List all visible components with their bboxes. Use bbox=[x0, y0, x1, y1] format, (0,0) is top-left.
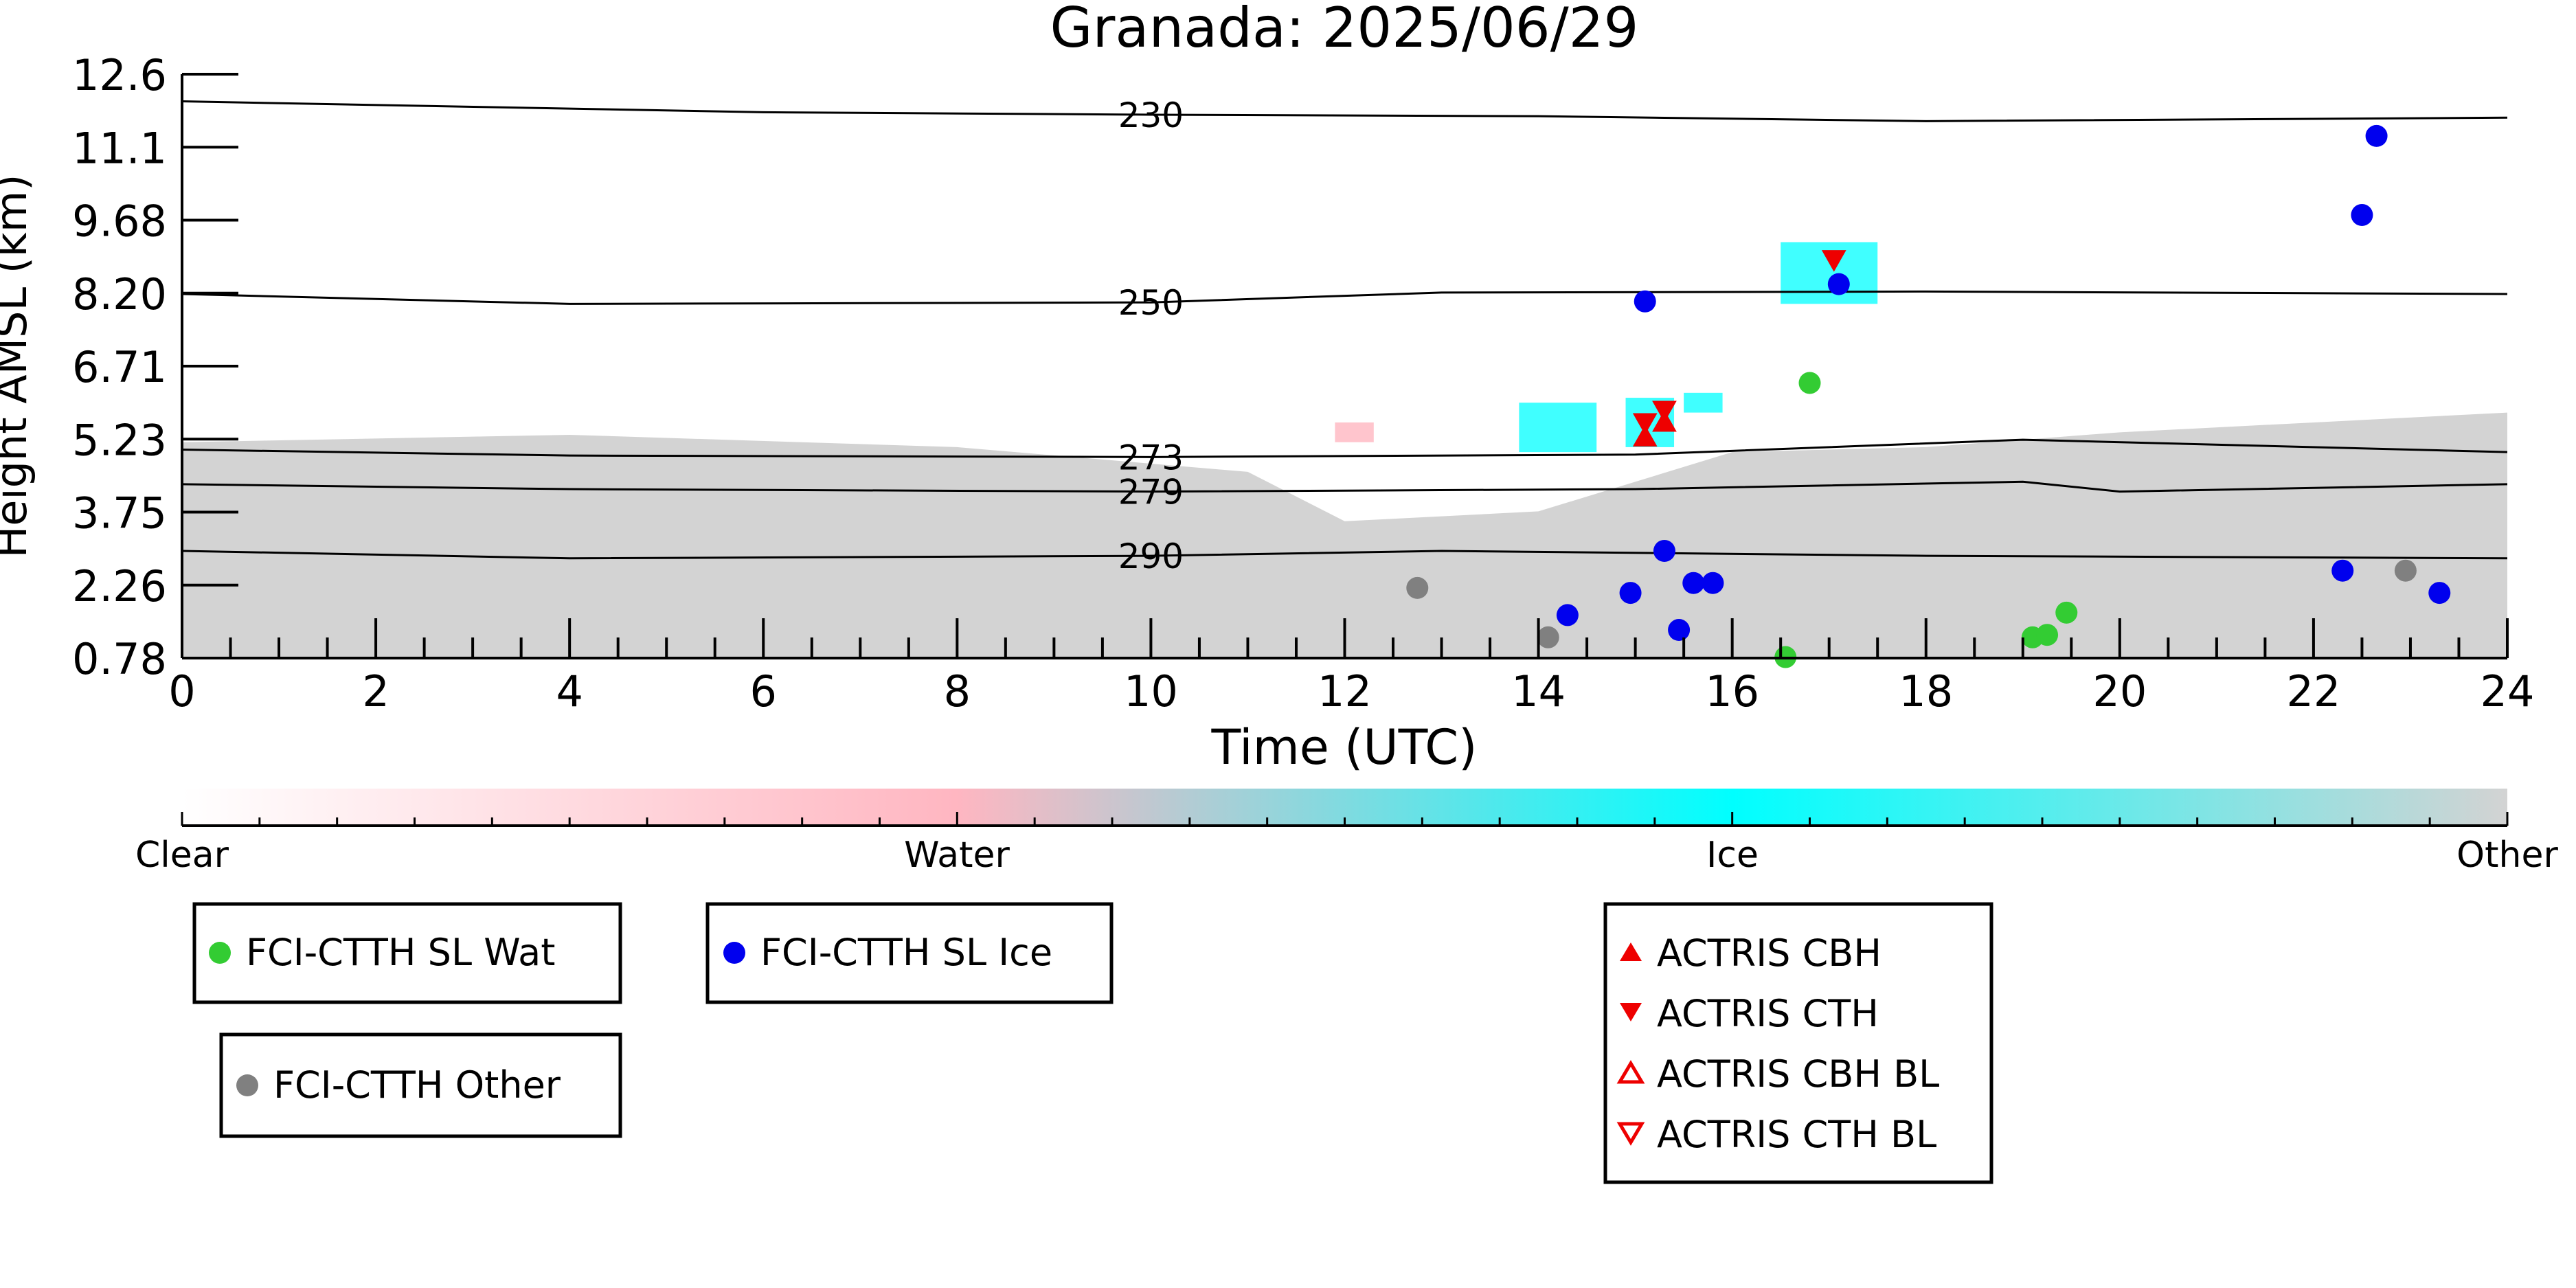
point-fci-ctth-sl-ice bbox=[2365, 124, 2388, 147]
x-tick-label: 0 bbox=[168, 666, 195, 716]
legend-marker-ice bbox=[723, 942, 745, 964]
y-tick-label: 5.23 bbox=[72, 415, 167, 465]
chart-title: Granada: 2025/06/29 bbox=[1050, 0, 1639, 60]
isotherm-290-label: 290 bbox=[1118, 536, 1184, 576]
isotherm-250-line bbox=[181, 290, 2508, 305]
x-axis-label: Time (UTC) bbox=[1211, 719, 1478, 776]
point-actris-cth bbox=[1821, 250, 1846, 272]
point-fci-ctth-other bbox=[1537, 626, 1559, 648]
x-tick-label: 10 bbox=[1124, 666, 1178, 716]
isotherm-279-line bbox=[181, 480, 2508, 493]
legend-label-ice: FCI-CTTH SL Ice bbox=[760, 931, 1052, 974]
y-axis-label: Height AMSL (km) bbox=[0, 174, 36, 558]
legend-label-actris-cbh-bl: ACTRIS CBH BL bbox=[1657, 1052, 1939, 1096]
colorbar-label-clear: Clear bbox=[135, 835, 229, 876]
x-tick-label: 6 bbox=[750, 666, 777, 716]
point-fci-ctth-sl-ice bbox=[2351, 203, 2373, 226]
y-tick-label: 8.20 bbox=[72, 269, 167, 319]
legend-marker-actris-cth bbox=[1620, 1003, 1642, 1021]
point-fci-ctth-sl-ice bbox=[1668, 619, 1691, 642]
y-tick-label: 11.1 bbox=[72, 123, 167, 173]
legend-fci-ctth-other: FCI-CTTH Other bbox=[219, 1032, 622, 1138]
point-fci-ctth-sl-ice bbox=[1619, 582, 1642, 605]
point-fci-ctth-other bbox=[2394, 559, 2417, 582]
point-fci-ctth-sl-ice bbox=[1682, 572, 1705, 594]
point-fci-ctth-sl-ice bbox=[2331, 559, 2354, 582]
point-fci-ctth-sl-wat bbox=[2055, 601, 2078, 624]
y-tick-label: 2.26 bbox=[72, 561, 167, 611]
x-tick-label: 24 bbox=[2481, 666, 2535, 716]
point-fci-ctth-sl-wat bbox=[1798, 372, 1821, 394]
y-tick-label: 9.68 bbox=[72, 196, 167, 247]
y-tick-label: 6.71 bbox=[72, 342, 167, 392]
point-actris-cbh bbox=[1632, 425, 1658, 447]
isotherm-230-line bbox=[181, 100, 2508, 122]
legend-marker-other bbox=[236, 1074, 258, 1096]
legend-fci-ctth-sl-ice: FCI-CTTH SL Ice bbox=[705, 902, 1114, 1004]
data-points bbox=[1406, 124, 2451, 668]
colorbar-label-other: Other bbox=[2456, 835, 2558, 876]
legend-label-actris-cth-bl: ACTRIS CTH BL bbox=[1657, 1113, 1936, 1156]
isotherm-290-line bbox=[181, 550, 2508, 560]
x-tick-label: 16 bbox=[1705, 666, 1759, 716]
isotherm-279-label: 279 bbox=[1118, 473, 1184, 512]
x-tick-label: 18 bbox=[1899, 666, 1953, 716]
classification-regions bbox=[182, 242, 2507, 658]
point-fci-ctth-sl-ice bbox=[2428, 582, 2451, 605]
other-class-region bbox=[182, 412, 2507, 658]
point-fci-ctth-sl-ice bbox=[1653, 539, 1675, 562]
point-fci-ctth-sl-ice bbox=[1702, 572, 1724, 594]
legend-marker-actris-cth-bl bbox=[1616, 1122, 1645, 1146]
y-tick-label: 12.6 bbox=[72, 50, 167, 100]
legend-fci-ctth-sl-wat: FCI-CTTH SL Wat bbox=[192, 902, 622, 1004]
x-tick-label: 22 bbox=[2286, 666, 2340, 716]
legend-label-actris-cth: ACTRIS CTH bbox=[1657, 992, 1879, 1035]
point-fci-ctth-other bbox=[1406, 576, 1429, 599]
isotherm-273-label: 273 bbox=[1118, 438, 1184, 477]
colorbar: Clear Water Ice Other bbox=[135, 789, 2558, 876]
legend-marker-actris-cbh-bl bbox=[1616, 1060, 1645, 1084]
isotherm-273-line bbox=[181, 438, 2508, 458]
ice-class-patch bbox=[1519, 403, 1597, 453]
water-class-patch bbox=[1335, 422, 1374, 442]
x-tick-label: 20 bbox=[2092, 666, 2147, 716]
ice-class-patch bbox=[1684, 392, 1723, 413]
colorbar-label-ice: Ice bbox=[1706, 835, 1759, 876]
legend-actris: ACTRIS CBH ACTRIS CTH ACTRIS CBH BL ACTR… bbox=[1603, 902, 1993, 1184]
legend-marker-actris-cbh bbox=[1620, 942, 1642, 961]
legend-marker-wat bbox=[209, 942, 231, 964]
x-tick-label: 8 bbox=[944, 666, 971, 716]
point-fci-ctth-sl-ice bbox=[1634, 290, 1656, 313]
point-fci-ctth-sl-wat bbox=[2036, 624, 2059, 646]
point-actris-cth bbox=[1632, 413, 1658, 435]
y-tick-label: 0.78 bbox=[72, 634, 167, 684]
x-tick-label: 12 bbox=[1318, 666, 1372, 716]
legend-label-wat: FCI-CTTH SL Wat bbox=[246, 931, 555, 974]
x-tick-label: 2 bbox=[362, 666, 389, 716]
isotherm-230-label: 230 bbox=[1118, 95, 1184, 135]
colorbar-label-water: Water bbox=[904, 835, 1010, 876]
isotherm-250-label: 250 bbox=[1118, 283, 1184, 323]
y-tick-label: 3.75 bbox=[72, 488, 167, 539]
legend-label-actris-cbh: ACTRIS CBH bbox=[1657, 931, 1882, 975]
colorbar-ticks bbox=[181, 812, 2509, 826]
point-fci-ctth-sl-ice bbox=[1827, 273, 1850, 295]
point-actris-cth bbox=[1652, 400, 1677, 423]
point-fci-ctth-sl-ice bbox=[1556, 604, 1579, 626]
x-tick-label: 14 bbox=[1511, 666, 1566, 716]
legend-label-other: FCI-CTTH Other bbox=[273, 1063, 561, 1107]
x-tick-label: 4 bbox=[556, 666, 583, 716]
